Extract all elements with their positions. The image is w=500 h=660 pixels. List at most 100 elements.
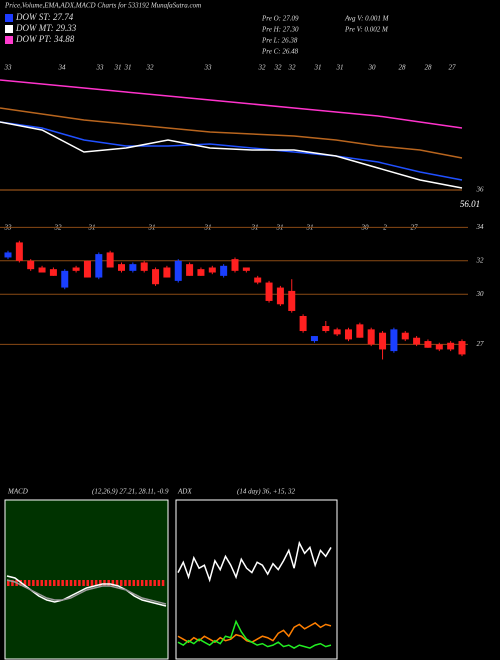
histogram-bar <box>23 580 27 586</box>
legend-swatch <box>5 25 13 33</box>
stat: Pre O: 27.09 <box>261 15 299 23</box>
histogram-bar <box>111 580 115 586</box>
page-title: Price,Volume,EMA,ADX,MACD Charts for 533… <box>4 2 201 10</box>
line <box>0 121 463 189</box>
legend-label: DOW PT: 34.88 <box>15 34 75 44</box>
stat: Pre H: 27.30 <box>261 26 299 34</box>
candle-body <box>163 267 171 278</box>
annotation: 56.01 <box>460 199 480 209</box>
panel <box>175 499 338 660</box>
candle-body <box>242 267 250 271</box>
candle-body <box>424 341 432 348</box>
histogram-bar <box>61 580 64 586</box>
candle-body <box>4 252 12 258</box>
candle-body <box>129 264 137 271</box>
top-label: 32 <box>274 64 283 72</box>
candle-body <box>276 287 284 305</box>
candle-body <box>401 332 409 340</box>
candle-body <box>265 282 273 301</box>
histogram-bar <box>36 580 39 586</box>
histogram-bar <box>157 580 161 586</box>
candle-body <box>231 259 239 271</box>
top-label: 33 <box>4 64 13 72</box>
legend-swatch <box>5 14 13 22</box>
top-label: 32 <box>258 64 267 72</box>
legend-label: DOW MT: 29.33 <box>15 23 77 33</box>
top-label: 27 <box>449 64 457 72</box>
candle-body <box>345 329 352 340</box>
stat: Pre V: 0.002 M <box>344 26 389 34</box>
histogram-bar <box>69 580 73 586</box>
top-label: 32 <box>288 64 297 72</box>
line <box>0 107 463 159</box>
histogram-bar <box>140 580 144 586</box>
y-tick-label: 36 <box>476 186 485 194</box>
y-tick-label: 32 <box>476 256 485 264</box>
candle-body <box>140 262 148 271</box>
top-label: 31 <box>314 64 322 72</box>
histogram-bar <box>103 580 106 586</box>
candle-body <box>152 269 160 285</box>
candle-body <box>186 264 194 276</box>
candle-body <box>15 242 23 261</box>
histogram-bar <box>124 580 127 586</box>
top-label: 30 <box>368 64 377 72</box>
histogram-bar <box>27 580 31 586</box>
candle-body <box>106 252 114 268</box>
candle-body <box>83 260 91 278</box>
line <box>177 619 332 649</box>
histogram-bar <box>32 580 35 586</box>
histogram-bar <box>73 580 77 586</box>
top-label: 31 <box>124 64 132 72</box>
y-tick-label: 27 <box>477 340 485 348</box>
histogram-bar <box>94 580 98 586</box>
histogram-bar <box>128 580 131 586</box>
histogram-bar <box>57 580 60 586</box>
stat: Avg V: 0.001 M <box>344 15 390 23</box>
top-label: 33 <box>96 64 105 72</box>
candle-body <box>310 336 318 342</box>
panel-title: MACD <box>7 488 28 496</box>
y-tick-label: 30 <box>476 290 485 298</box>
histogram-bar <box>78 580 81 586</box>
top-label: 28 <box>425 64 433 72</box>
candle-body <box>356 324 364 338</box>
histogram-bar <box>149 580 152 586</box>
candle-body <box>299 315 307 332</box>
histogram-bar <box>44 580 48 586</box>
histogram-bar <box>161 580 165 586</box>
stat: Pre L: 26.38 <box>261 37 298 45</box>
line <box>0 79 463 129</box>
histogram-bar <box>107 580 110 586</box>
panel-subtitle: (12,26,9) 27.21, 28.11, -0.9 <box>92 488 169 496</box>
histogram-bar <box>86 580 90 586</box>
top-label: 32 <box>146 64 155 72</box>
histogram-bar <box>99 580 102 586</box>
histogram-bar <box>115 580 119 586</box>
panel-subtitle: (14 day) 36, +15, 32 <box>237 488 295 496</box>
line <box>0 121 463 181</box>
panel-title: ADX <box>177 488 192 496</box>
candle-body <box>220 265 228 276</box>
candle-body <box>447 342 455 350</box>
candle-body <box>27 260 35 270</box>
candle-body <box>367 329 375 345</box>
candle-body <box>288 290 296 311</box>
histogram-bar <box>11 580 14 586</box>
candle-body <box>95 254 103 278</box>
histogram-bar <box>48 580 52 586</box>
legend-swatch <box>5 36 13 44</box>
top-label: 34 <box>58 64 67 72</box>
candle-body <box>379 332 387 350</box>
stat: Pre C: 26.48 <box>261 48 299 56</box>
line <box>6 579 167 605</box>
candle-body <box>72 267 80 271</box>
candle-body <box>322 326 330 332</box>
histogram-bar <box>119 580 123 586</box>
candle-body <box>197 269 205 276</box>
candle-body <box>208 267 216 273</box>
top-label: 31 <box>114 64 122 72</box>
candle-body <box>61 270 69 288</box>
candle-body <box>458 341 466 355</box>
